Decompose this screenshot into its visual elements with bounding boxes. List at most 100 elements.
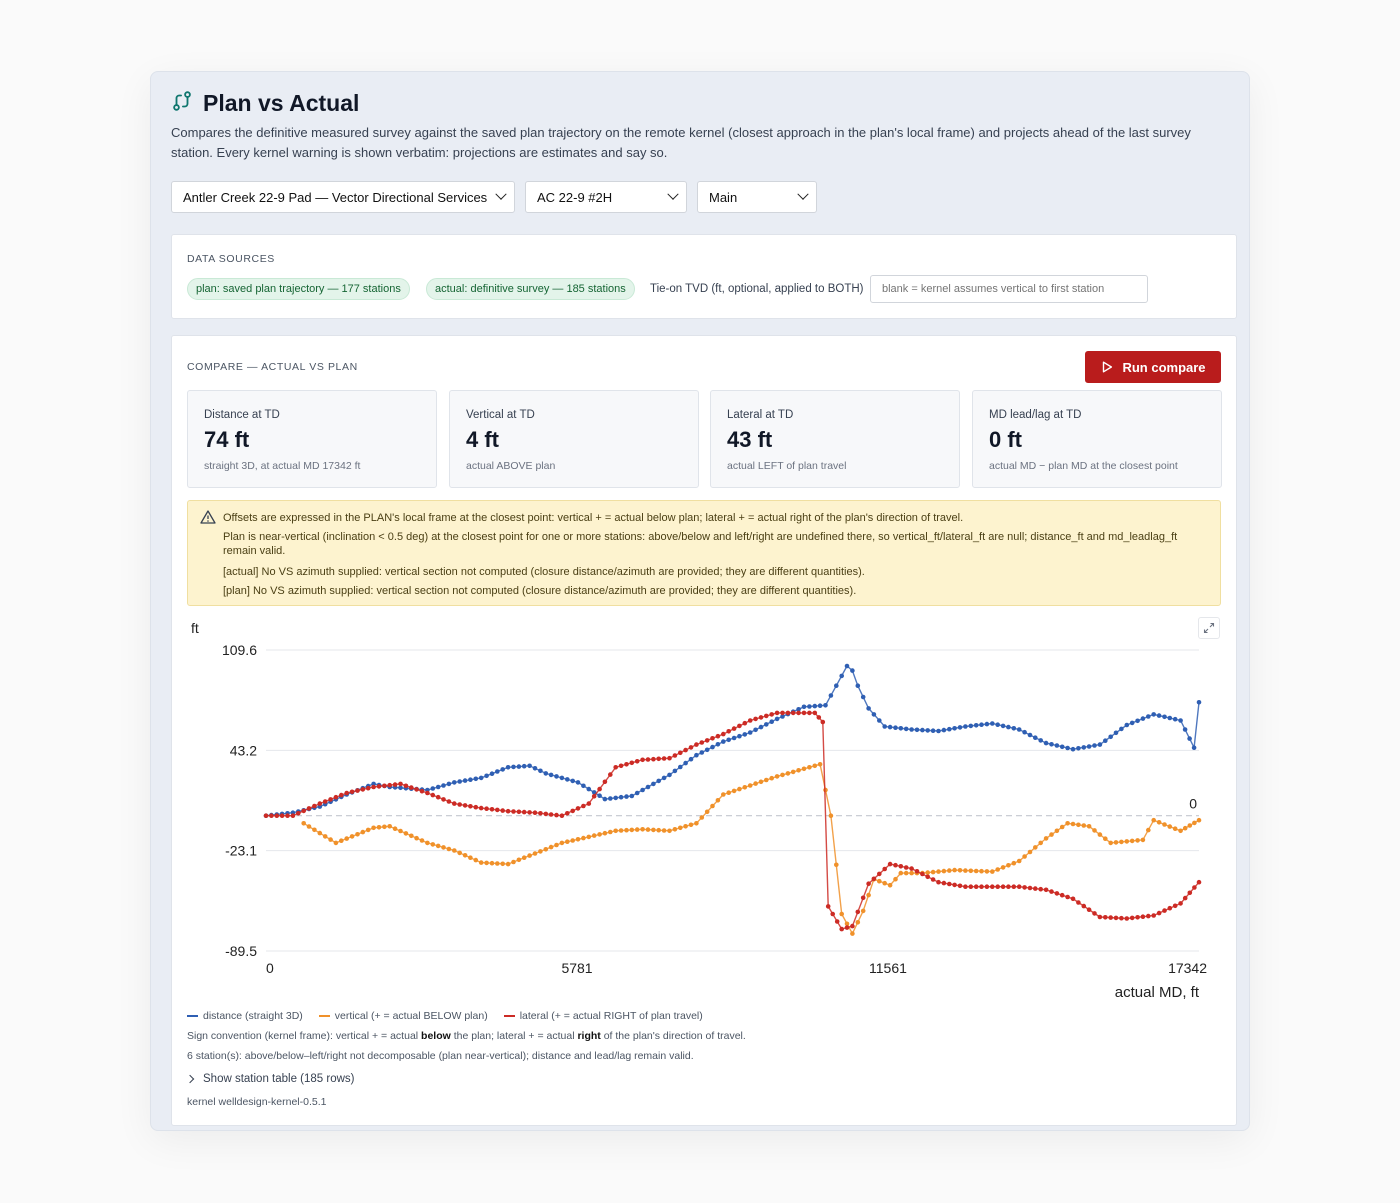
station-point-vertical bbox=[570, 838, 575, 843]
station-point-vertical bbox=[511, 859, 516, 865]
station-point-vertical bbox=[591, 833, 597, 838]
station-point-lateral bbox=[360, 787, 366, 792]
station-point-distance bbox=[683, 760, 688, 766]
branch-select[interactable]: Main bbox=[697, 181, 817, 213]
station-point-vertical bbox=[979, 868, 984, 874]
station-point-vertical bbox=[1016, 858, 1022, 864]
station-point-distance bbox=[1049, 742, 1054, 747]
station-point-vertical bbox=[968, 868, 974, 874]
pad-select[interactable]: Antler Creek 22-9 Pad — Vector Direction… bbox=[171, 181, 515, 213]
station-point-lateral bbox=[290, 813, 296, 818]
station-point-distance bbox=[737, 733, 742, 739]
station-point-vertical bbox=[301, 821, 306, 826]
station-point-lateral bbox=[446, 799, 452, 804]
station-point-vertical bbox=[1182, 825, 1188, 831]
station-point-vertical bbox=[360, 829, 366, 835]
station-point-distance bbox=[1065, 745, 1070, 751]
station-table-toggle[interactable]: Show station table (185 rows) bbox=[185, 1073, 355, 1085]
station-point-lateral bbox=[591, 794, 597, 799]
station-point-distance bbox=[979, 722, 984, 727]
metric-sub: actual ABOVE plan bbox=[466, 460, 556, 472]
station-point-lateral bbox=[1187, 890, 1193, 896]
station-point-lateral bbox=[737, 723, 742, 729]
station-point-lateral bbox=[344, 790, 349, 796]
metric-label: Vertical at TD bbox=[466, 409, 535, 421]
station-point-distance bbox=[624, 794, 629, 799]
station-point-distance bbox=[850, 668, 855, 673]
station-point-distance bbox=[688, 756, 694, 762]
station-point-vertical bbox=[790, 769, 796, 775]
station-point-distance bbox=[925, 728, 930, 733]
station-point-lateral bbox=[613, 765, 618, 770]
station-point-distance bbox=[1140, 716, 1146, 721]
station-point-vertical bbox=[1043, 836, 1049, 841]
station-point-vertical bbox=[1070, 821, 1076, 827]
station-point-vertical bbox=[683, 824, 688, 829]
station-point-lateral bbox=[602, 779, 608, 785]
station-point-distance bbox=[1151, 712, 1156, 717]
station-point-vertical bbox=[1167, 824, 1173, 829]
station-point-distance bbox=[823, 703, 828, 708]
route-icon bbox=[171, 90, 193, 117]
run-compare-button[interactable]: Run compare bbox=[1085, 351, 1221, 383]
station-point-lateral bbox=[850, 923, 855, 929]
expand-chart-button[interactable] bbox=[1198, 617, 1220, 639]
station-point-distance bbox=[903, 726, 909, 732]
station-point-lateral bbox=[672, 753, 678, 758]
station-point-vertical bbox=[850, 931, 855, 936]
station-point-distance bbox=[990, 721, 995, 726]
station-point-vertical bbox=[747, 783, 753, 788]
warning-line: Offsets are expressed in the PLAN's loca… bbox=[223, 512, 964, 524]
station-point-vertical bbox=[753, 781, 758, 786]
station-point-lateral bbox=[898, 864, 904, 869]
station-point-vertical bbox=[855, 920, 861, 925]
station-point-distance bbox=[1070, 746, 1076, 752]
station-point-vertical bbox=[344, 836, 349, 841]
station-point-distance bbox=[715, 742, 721, 747]
station-point-distance bbox=[930, 728, 936, 733]
station-point-lateral bbox=[715, 733, 721, 739]
station-point-vertical bbox=[1187, 823, 1193, 828]
station-point-vertical bbox=[844, 921, 850, 927]
station-point-distance bbox=[527, 763, 532, 769]
station-point-distance bbox=[699, 750, 705, 755]
station-point-distance bbox=[1038, 738, 1043, 743]
station-point-lateral bbox=[414, 787, 419, 792]
station-point-distance bbox=[1092, 743, 1097, 748]
station-point-lateral bbox=[1092, 911, 1097, 916]
station-point-vertical bbox=[699, 815, 705, 820]
well-select[interactable]: AC 22-9 #2H bbox=[525, 181, 687, 213]
x-axis-label: actual MD, ft bbox=[1115, 984, 1200, 1001]
station-point-lateral bbox=[473, 804, 479, 810]
tie-on-input[interactable] bbox=[870, 275, 1148, 303]
station-point-lateral bbox=[365, 785, 371, 791]
station-point-vertical bbox=[941, 868, 947, 874]
station-point-vertical bbox=[1011, 860, 1017, 866]
chevron-down-icon bbox=[797, 188, 809, 200]
station-point-lateral bbox=[435, 794, 441, 800]
station-point-vertical bbox=[365, 827, 371, 833]
station-point-lateral bbox=[1081, 903, 1087, 909]
station-point-lateral bbox=[990, 884, 995, 889]
legend-label: lateral (+ = actual RIGHT of plan travel… bbox=[519, 1010, 703, 1022]
station-point-distance bbox=[1076, 746, 1081, 751]
station-point-lateral bbox=[543, 811, 549, 817]
station-point-distance bbox=[651, 781, 656, 787]
branch-select-value: Main bbox=[709, 189, 738, 205]
station-point-lateral bbox=[694, 742, 699, 747]
station-point-vertical bbox=[704, 809, 710, 815]
station-point-lateral bbox=[376, 784, 382, 789]
metric-label: Distance at TD bbox=[204, 409, 280, 421]
station-point-lateral bbox=[893, 862, 898, 868]
station-point-vertical bbox=[1092, 828, 1097, 833]
station-point-vertical bbox=[973, 868, 979, 874]
station-point-vertical bbox=[785, 771, 791, 776]
station-point-vertical bbox=[1059, 824, 1065, 830]
station-point-lateral bbox=[957, 883, 963, 889]
station-point-lateral bbox=[1016, 884, 1022, 889]
station-point-distance bbox=[1043, 740, 1049, 746]
station-point-lateral bbox=[328, 797, 333, 802]
station-point-lateral bbox=[624, 762, 629, 767]
station-point-distance bbox=[538, 768, 543, 774]
station-point-lateral bbox=[801, 710, 807, 716]
